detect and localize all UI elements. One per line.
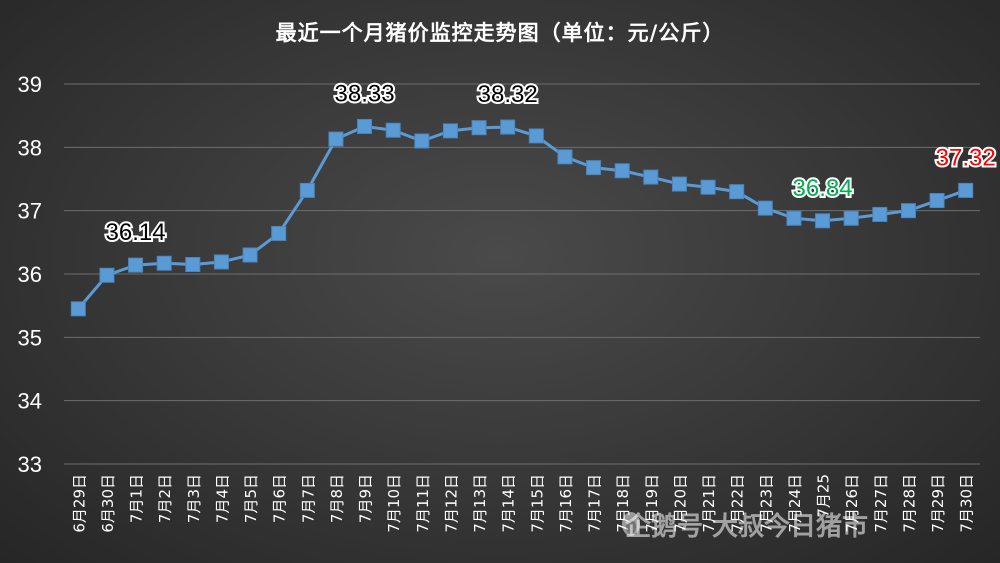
- x-axis: 6月29日 6月30日 7月1日 7月2日 7月3日 7月4日 7月5日 7月6日 7月7日 7月…: [70, 474, 975, 533]
- watermark: 企鹅号 大叔今日猪市: [625, 512, 869, 542]
- data-point: [99, 267, 115, 283]
- data-point: [414, 133, 430, 149]
- data-point: [70, 301, 86, 317]
- x-tick-label: 7月15日: [528, 474, 546, 533]
- x-tick-label: 7月1日: [128, 474, 146, 523]
- x-tick-label: 7月21日: [700, 474, 718, 533]
- data-point: [671, 176, 687, 192]
- x-tick-label: 6月30日: [99, 474, 117, 533]
- x-tick-label: 7月2日: [156, 474, 174, 523]
- grid-lines: [64, 83, 980, 465]
- data-label: 38.33: [335, 80, 395, 107]
- x-tick-label: 7月24日: [786, 474, 804, 533]
- data-point: [643, 169, 659, 185]
- data-point: [929, 193, 945, 209]
- x-tick-label: 7月13日: [471, 474, 489, 533]
- data-point: [299, 182, 315, 198]
- data-point: [958, 182, 974, 198]
- x-tick-label: 7月11日: [414, 474, 432, 533]
- y-tick-label: 39: [18, 72, 42, 97]
- x-tick-label: 7月29日: [929, 474, 947, 533]
- x-tick-label: 7月22日: [729, 474, 747, 533]
- x-tick-label: 7月3日: [185, 474, 203, 523]
- data-point: [786, 210, 802, 226]
- x-tick-label: 6月29日: [70, 474, 88, 533]
- chart-title: 最近一个月猪价监控走势图（单位：元/公斤）: [275, 21, 725, 45]
- data-point: [586, 160, 602, 176]
- x-tick-label: 7月25: [815, 474, 833, 518]
- data-point: [872, 206, 888, 222]
- data-label: 38.32: [478, 81, 538, 108]
- data-point: [213, 254, 229, 270]
- data-point: [843, 210, 859, 226]
- x-tick-label: 7月10日: [385, 474, 403, 533]
- data-labels: 36.14 38.33 38.32 36.84 37.32: [104, 78, 998, 248]
- x-tick-label: 7月14日: [500, 474, 518, 533]
- data-point: [271, 225, 287, 241]
- y-tick-label: 36: [18, 262, 42, 287]
- data-point: [757, 200, 773, 216]
- x-tick-label: 7月20日: [671, 474, 689, 533]
- x-tick-label: 7月28日: [900, 474, 918, 533]
- x-tick-label: 7月8日: [328, 474, 346, 523]
- data-point: [528, 128, 544, 144]
- x-tick-label: 7月19日: [643, 474, 661, 533]
- data-point: [185, 257, 201, 272]
- x-tick-label: 7月17日: [586, 474, 604, 533]
- data-point: [471, 120, 487, 136]
- y-tick-label: 34: [18, 389, 42, 414]
- x-tick-label: 7月27日: [872, 474, 890, 533]
- y-axis: 33 34 35 36 37 38 39: [18, 72, 42, 477]
- data-point: [557, 149, 573, 165]
- x-tick-label: 7月9日: [357, 474, 375, 523]
- data-point: [156, 255, 172, 271]
- y-tick-label: 35: [18, 325, 42, 350]
- y-tick-label: 38: [18, 135, 42, 160]
- data-point: [700, 179, 716, 195]
- x-tick-label: 7月23日: [757, 474, 775, 533]
- data-point: [242, 247, 258, 263]
- x-tick-label: 7月6日: [271, 474, 289, 523]
- data-point: [328, 131, 344, 147]
- data-point: [900, 203, 916, 219]
- data-point: [442, 123, 458, 139]
- data-label: 37.32: [936, 144, 996, 171]
- x-tick-label: 7月12日: [442, 474, 460, 533]
- x-tick-label: 7月5日: [242, 474, 260, 523]
- data-point: [500, 119, 516, 135]
- x-tick-label: 7月30日: [958, 474, 976, 533]
- data-label: 36.84: [793, 175, 853, 202]
- y-tick-label: 33: [18, 452, 42, 477]
- series-line: [70, 118, 974, 317]
- data-point: [128, 257, 144, 273]
- y-tick-label: 37: [18, 199, 42, 224]
- series-line-path: [77, 124, 967, 310]
- data-point: [385, 122, 401, 138]
- x-tick-label: 7月26日: [843, 474, 861, 533]
- x-tick-label: 7月4日: [213, 474, 231, 523]
- x-tick-label: 7月16日: [557, 474, 575, 533]
- penguin-icon: [622, 512, 640, 536]
- data-point: [729, 184, 745, 200]
- data-point: [357, 118, 373, 134]
- data-label: 36.14: [106, 219, 166, 246]
- x-tick-label: 7月7日: [299, 474, 317, 523]
- data-point: [614, 163, 630, 179]
- data-point: [815, 213, 831, 229]
